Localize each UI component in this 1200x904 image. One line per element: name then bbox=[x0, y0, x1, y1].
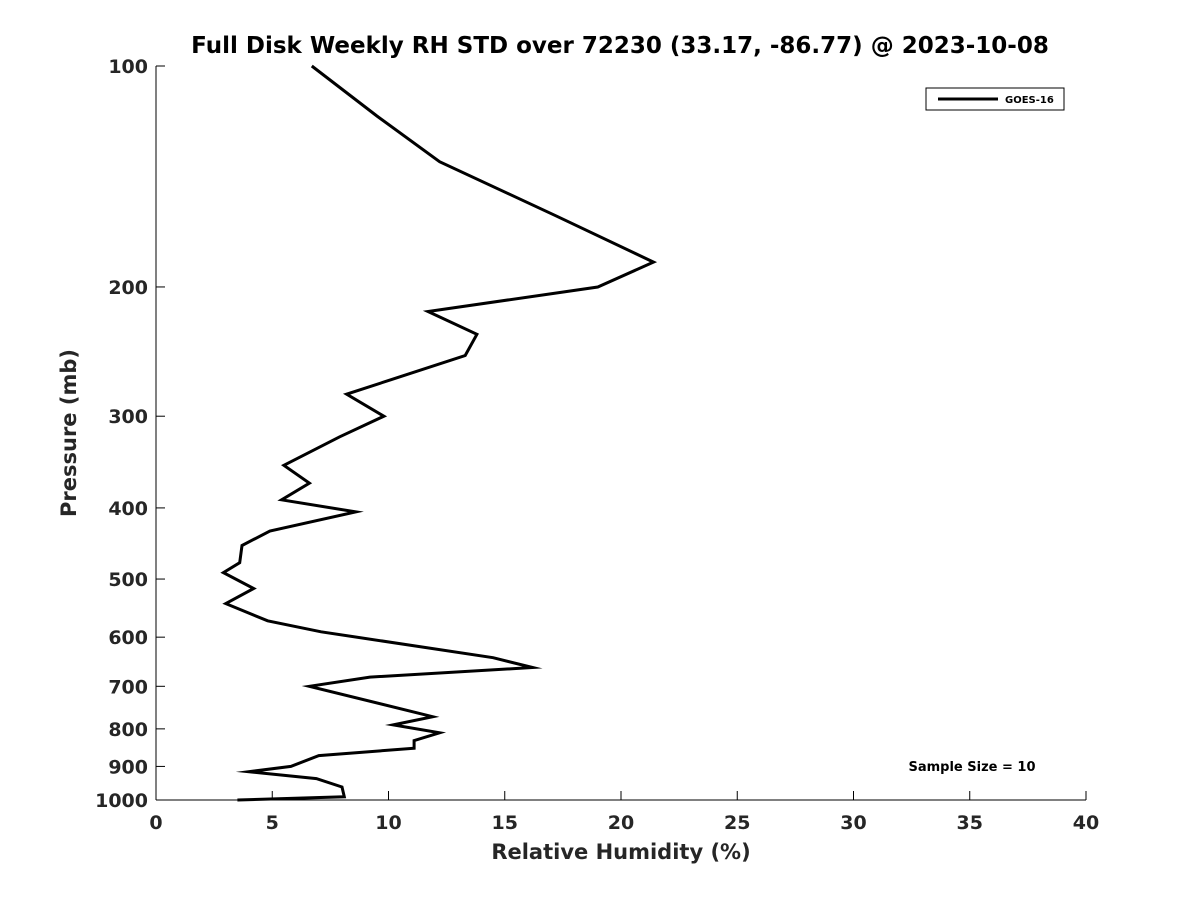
y-tick-label-200: 200 bbox=[108, 277, 148, 299]
x-axis-label: Relative Humidity (%) bbox=[491, 840, 750, 864]
y-axis-label: Pressure (mb) bbox=[57, 349, 81, 517]
y-ticks: 100 200 300 400 500 600 700 800 900 1000 bbox=[95, 56, 165, 812]
series-group bbox=[220, 64, 658, 802]
y-tick-label-1000: 1000 bbox=[95, 790, 148, 812]
y-tick-label-800: 800 bbox=[108, 719, 148, 741]
axes bbox=[155, 66, 1086, 801]
x-tick-label-15: 15 bbox=[492, 812, 518, 834]
x-tick-label-0: 0 bbox=[149, 812, 162, 834]
y-tick-label-700: 700 bbox=[108, 676, 148, 698]
x-tick-label-35: 35 bbox=[957, 812, 983, 834]
y-tick-label-900: 900 bbox=[108, 756, 148, 778]
x-tick-label-30: 30 bbox=[840, 812, 866, 834]
x-tick-label-10: 10 bbox=[375, 812, 401, 834]
y-tick-label-300: 300 bbox=[108, 406, 148, 428]
y-tick-label-400: 400 bbox=[108, 498, 148, 520]
x-ticks: 0 5 10 15 20 25 30 35 40 bbox=[149, 791, 1099, 834]
chart-title: Full Disk Weekly RH STD over 72230 (33.1… bbox=[191, 33, 1049, 59]
y-tick-label-600: 600 bbox=[108, 627, 148, 649]
x-tick-label-5: 5 bbox=[266, 812, 279, 834]
x-tick-label-40: 40 bbox=[1073, 812, 1099, 834]
legend: GOES-16 bbox=[925, 87, 1065, 111]
legend-label-goes-16: GOES-16 bbox=[1005, 95, 1054, 106]
series-line-goes-16 bbox=[220, 64, 658, 802]
y-tick-label-500: 500 bbox=[108, 569, 148, 591]
y-tick-label-100: 100 bbox=[108, 56, 148, 78]
x-tick-label-20: 20 bbox=[608, 812, 634, 834]
sample-size-annotation: Sample Size = 10 bbox=[908, 760, 1035, 775]
x-tick-label-25: 25 bbox=[724, 812, 750, 834]
